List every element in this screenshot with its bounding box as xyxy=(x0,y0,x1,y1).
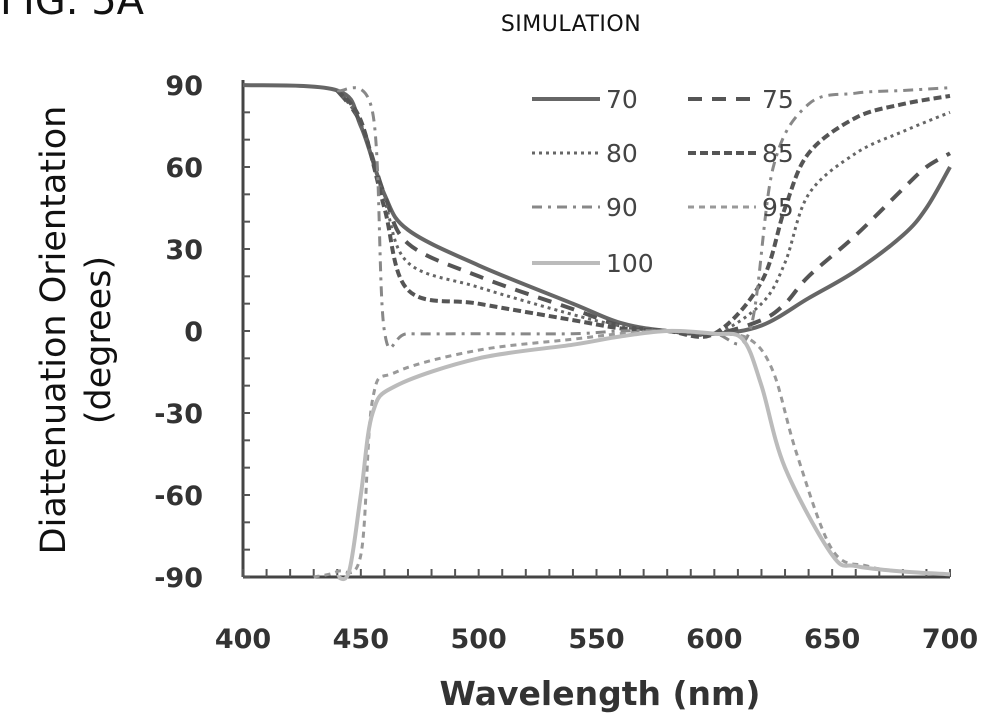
series-line-80 xyxy=(336,89,951,337)
legend-label-70: 70 xyxy=(606,85,638,114)
x-tick-label: 500 xyxy=(450,624,506,655)
x-tick-label: 700 xyxy=(922,624,978,655)
y-tick-label: -30 xyxy=(154,399,203,430)
legend-label-80: 80 xyxy=(606,139,638,168)
y-tick-label: 60 xyxy=(165,153,203,184)
x-tick-label: 600 xyxy=(686,624,742,655)
chart-legend: 70 75 80 85 90 95 100 xyxy=(532,85,794,278)
legend-label-75: 75 xyxy=(762,85,794,114)
series-line-90 xyxy=(336,86,951,350)
series-line-95 xyxy=(313,329,951,579)
x-tick-label: 450 xyxy=(333,624,389,655)
y-tick-label: -90 xyxy=(154,563,203,594)
figure-label: FIG. 5A xyxy=(0,0,145,24)
y-tick-label: 90 xyxy=(165,71,203,102)
legend-label-95: 95 xyxy=(762,193,794,222)
plot-axes: 90 60 30 0 -30 -60 -90 400 450 500 550 600 650 700 xyxy=(154,71,978,655)
y-tick-label: 30 xyxy=(165,235,203,266)
series-line-85 xyxy=(335,89,951,339)
x-tick-label: 400 xyxy=(215,624,271,655)
legend-label-100: 100 xyxy=(606,249,654,278)
y-tick-label: 0 xyxy=(184,317,203,348)
plot-series xyxy=(242,83,952,582)
series-line-70 xyxy=(242,83,952,336)
x-axis-label: Wavelength (nm) xyxy=(439,674,761,713)
legend-label-85: 85 xyxy=(762,139,794,168)
chart-title: SIMULATION xyxy=(500,12,642,37)
x-tick-label: 550 xyxy=(568,624,624,655)
legend-label-90: 90 xyxy=(606,193,638,222)
series-line-75 xyxy=(335,89,952,337)
series-line-100 xyxy=(336,328,951,582)
x-tick-label: 650 xyxy=(804,624,860,655)
y-tick-label: -60 xyxy=(154,481,203,512)
